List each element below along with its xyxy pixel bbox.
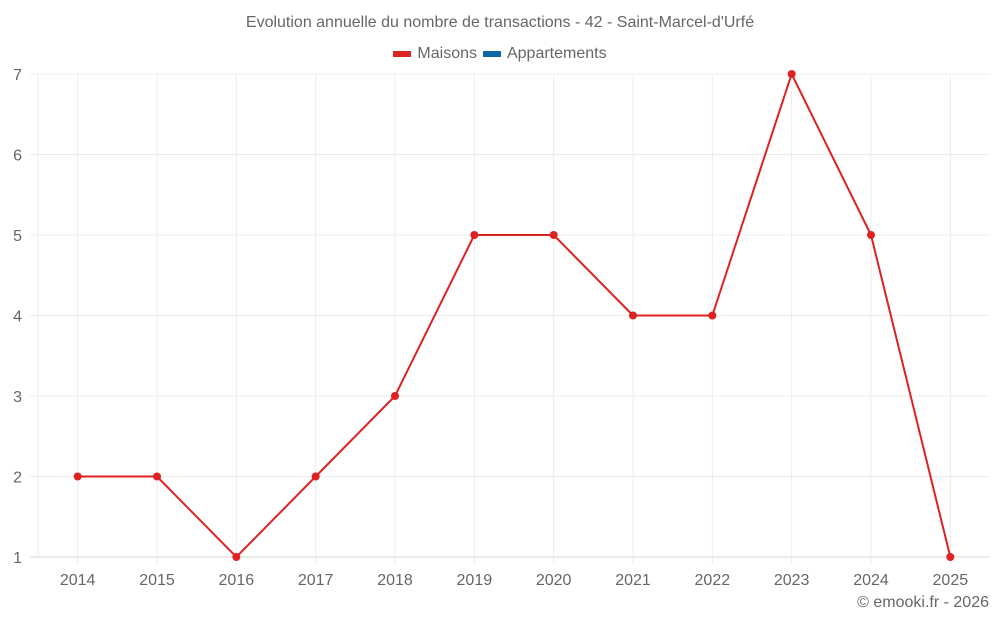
- legend: Maisons Appartements: [0, 45, 1000, 63]
- y-tick-label: 6: [13, 148, 22, 165]
- y-tick-label: 5: [13, 228, 22, 245]
- maisons-swatch-icon: [393, 51, 412, 57]
- data-point: [708, 311, 717, 320]
- y-tick-label: 2: [13, 470, 22, 487]
- data-point: [787, 70, 796, 78]
- x-tick-label: 2022: [695, 572, 731, 589]
- data-point: [232, 553, 241, 561]
- data-point: [391, 392, 399, 400]
- data-point: [470, 231, 479, 239]
- x-tick-label: 2020: [536, 572, 572, 589]
- data-point: [867, 231, 875, 239]
- data-point: [73, 472, 82, 481]
- x-tick-label: 2017: [298, 572, 334, 589]
- data-point: [311, 472, 320, 481]
- legend-label-maisons: Maisons: [417, 45, 477, 62]
- x-tick-label: 2024: [853, 572, 889, 589]
- legend-item-maisons[interactable]: Maisons: [393, 45, 477, 63]
- credit-text: © emooki.fr - 2026: [857, 594, 989, 611]
- data-point: [549, 231, 558, 239]
- x-tick-label: 2016: [219, 572, 255, 589]
- appartements-swatch-icon: [482, 51, 501, 57]
- chart-title: Evolution annuelle du nombre de transact…: [245, 14, 755, 31]
- y-tick-label: 1: [13, 550, 22, 567]
- x-tick-label: 2014: [60, 572, 96, 589]
- series-line-maisons: [77, 71, 952, 559]
- y-tick-label: 3: [13, 389, 22, 406]
- data-point: [629, 311, 637, 320]
- y-tick-label: 4: [13, 309, 22, 326]
- y-tick-label: 7: [13, 67, 22, 84]
- data-point: [153, 472, 161, 481]
- data-point: [946, 553, 955, 561]
- x-tick-label: 2025: [933, 572, 969, 589]
- legend-label-appartements: Appartements: [506, 45, 607, 62]
- x-tick-label: 2021: [615, 572, 651, 589]
- x-tick-label: 2019: [457, 572, 493, 589]
- x-tick-label: 2015: [139, 572, 175, 589]
- x-tick-label: 2023: [774, 572, 810, 589]
- x-tick-label: 2018: [377, 572, 413, 589]
- legend-item-appartements[interactable]: Appartements: [482, 45, 607, 63]
